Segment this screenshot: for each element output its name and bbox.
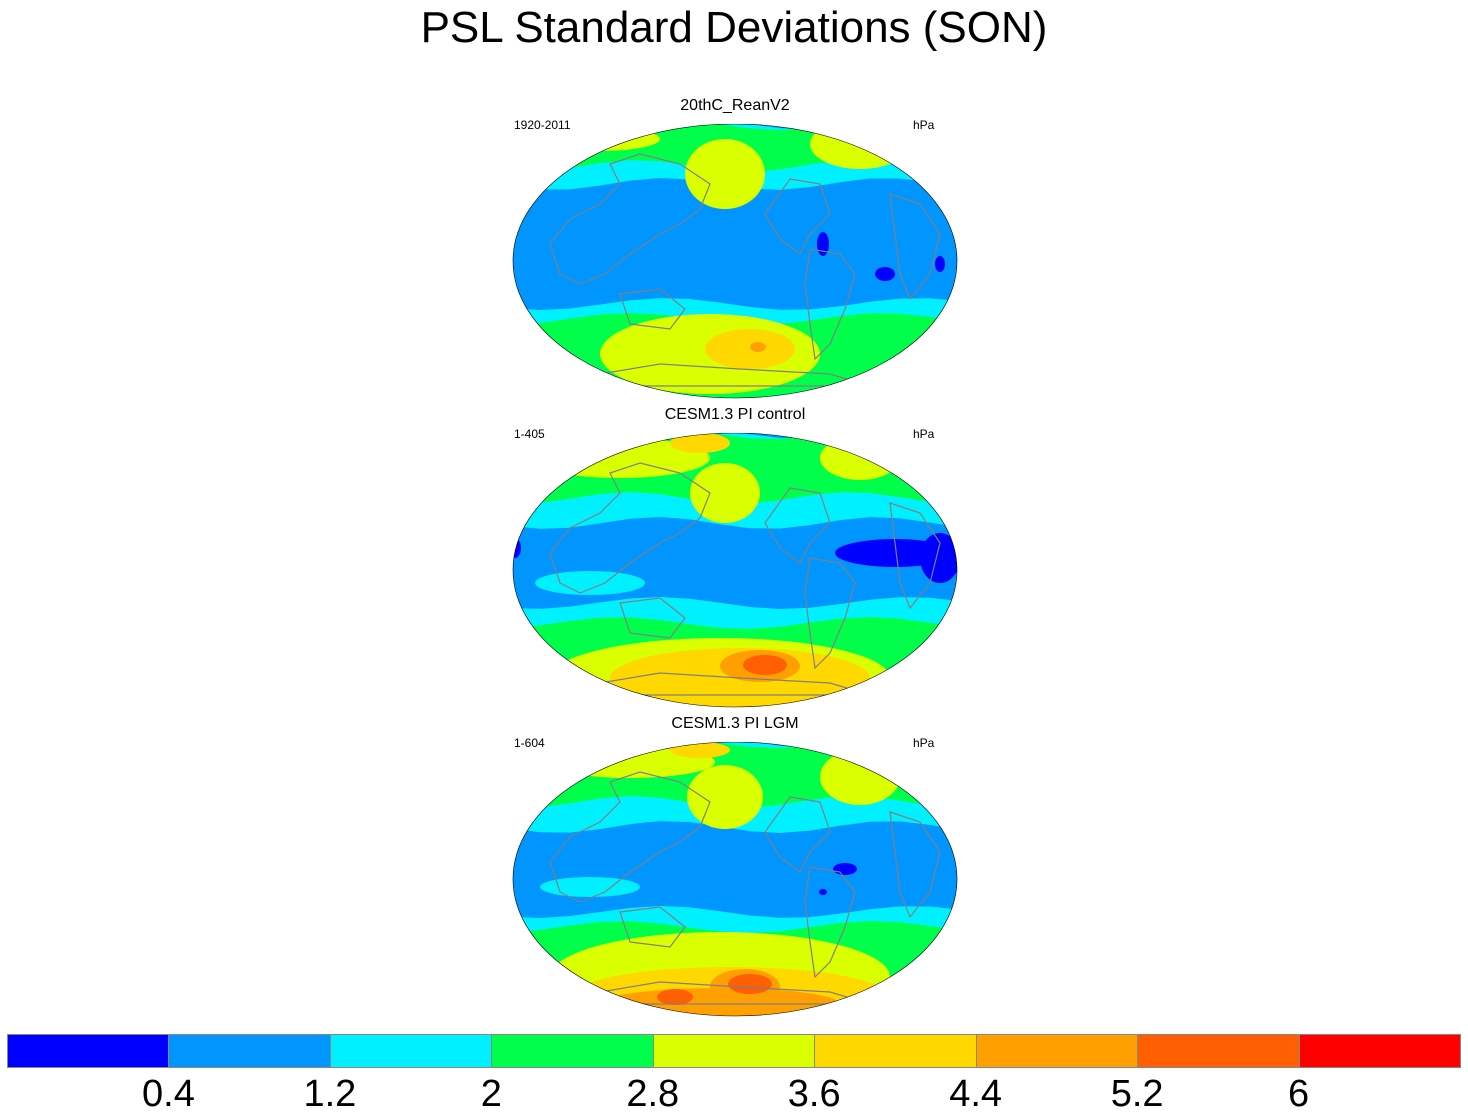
map-border (512, 742, 958, 1017)
contour-blob (657, 989, 693, 1005)
map-plot (512, 742, 958, 1017)
map-border (512, 433, 958, 708)
map-border (512, 124, 958, 399)
colorbar-tick-label: 5.2 (1110, 1073, 1164, 1115)
colorbar-tick-label: 2.8 (626, 1073, 680, 1115)
contour-blob (820, 436, 900, 480)
colorbar-swatch (975, 1034, 1139, 1068)
contour-blob (750, 342, 766, 352)
coastline (619, 597, 686, 639)
colorbar-tick-label: 6 (1287, 1073, 1310, 1115)
coastline (764, 487, 831, 564)
panel-title: 20thC_ReanV2 (680, 97, 790, 114)
colorbar-swatch (491, 1034, 654, 1068)
contour-blob (817, 232, 829, 256)
colorbar-swatch (168, 1034, 331, 1068)
panel-title: CESM1.3 PI control (664, 406, 806, 423)
panel-years: 1-604 (514, 736, 545, 750)
contour-blob (743, 655, 787, 675)
coastline (889, 502, 941, 610)
panel-units: hPa (913, 427, 935, 441)
contour-blob (670, 433, 730, 453)
contour-blob (535, 571, 645, 595)
coastline (764, 178, 831, 255)
figure-title: PSL Standard Deviations (SON) (420, 3, 1048, 52)
contour-blob (705, 329, 795, 369)
contour-blob (875, 267, 895, 281)
coastline (619, 906, 686, 948)
colorbar-swatch (814, 1034, 977, 1068)
map-plot (512, 124, 958, 399)
coastline (549, 771, 711, 903)
contour-blob (920, 533, 957, 583)
map-plot (512, 433, 958, 708)
colorbar-tick-label: 3.6 (787, 1073, 841, 1115)
contour-blob (540, 877, 640, 897)
colorbar-tick-label: 0.4 (142, 1073, 195, 1115)
contour-blob (820, 749, 900, 805)
colorbar-swatch (652, 1034, 816, 1068)
panel-years: 1-405 (514, 427, 545, 441)
contour-blob (540, 127, 660, 151)
coastline (804, 248, 856, 361)
coastline (804, 866, 856, 979)
coastline (619, 288, 686, 330)
contour-blob (833, 863, 857, 875)
contour-blob (728, 974, 772, 994)
panel-units: hPa (913, 118, 935, 132)
coastline (764, 796, 831, 873)
panel-20thc-reanv2: 20thC_ReanV2 1920-2011 hPa (510, 97, 960, 399)
panel-title: CESM1.3 PI LGM (671, 715, 799, 732)
colorbar (7, 1034, 1461, 1068)
contour-blob (819, 889, 827, 895)
contour-blob (690, 463, 760, 523)
panel-cesm-pi-lgm: CESM1.3 PI LGM 1-604 hPa (510, 715, 960, 1017)
colorbar-swatch (329, 1034, 493, 1068)
contour-blob (670, 742, 730, 758)
panel-cesm-pi-control: CESM1.3 PI control 1-405 hPa (510, 406, 960, 708)
colorbar-swatch (1298, 1034, 1461, 1068)
colorbar-swatch (7, 1034, 170, 1068)
colorbar-tick-label: 1.2 (303, 1073, 357, 1115)
colorbar-tick-label: 4.4 (949, 1073, 1003, 1115)
panel-units: hPa (913, 736, 935, 750)
coastline (889, 811, 941, 919)
colorbar-tick-label: 2 (480, 1073, 502, 1115)
contour-blob (687, 765, 763, 829)
coastline (804, 557, 856, 670)
colorbar-swatch (1137, 1034, 1300, 1068)
panel-years: 1920-2011 (514, 118, 571, 132)
contour-blob (685, 139, 765, 209)
coastline (549, 153, 711, 285)
coastline (889, 193, 941, 301)
coastline (549, 462, 711, 594)
contour-blob (935, 256, 945, 272)
